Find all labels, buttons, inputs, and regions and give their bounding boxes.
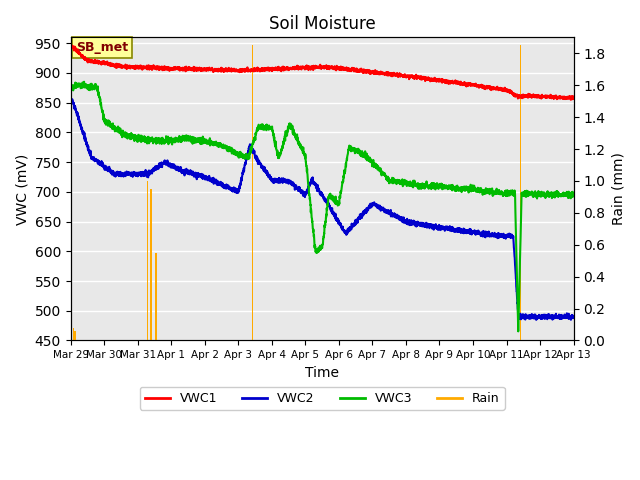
Text: SB_met: SB_met — [76, 41, 128, 54]
Title: Soil Moisture: Soil Moisture — [269, 15, 376, 33]
Y-axis label: VWC (mV): VWC (mV) — [15, 153, 29, 225]
Bar — [252, 45, 253, 340]
Bar — [74, 331, 76, 340]
Bar — [147, 181, 148, 340]
Bar — [156, 252, 157, 340]
Bar — [150, 189, 152, 340]
X-axis label: Time: Time — [305, 366, 339, 380]
Y-axis label: Rain (mm): Rain (mm) — [611, 153, 625, 225]
Bar — [73, 328, 74, 340]
Bar — [520, 45, 522, 340]
Legend: VWC1, VWC2, VWC3, Rain: VWC1, VWC2, VWC3, Rain — [140, 387, 505, 410]
